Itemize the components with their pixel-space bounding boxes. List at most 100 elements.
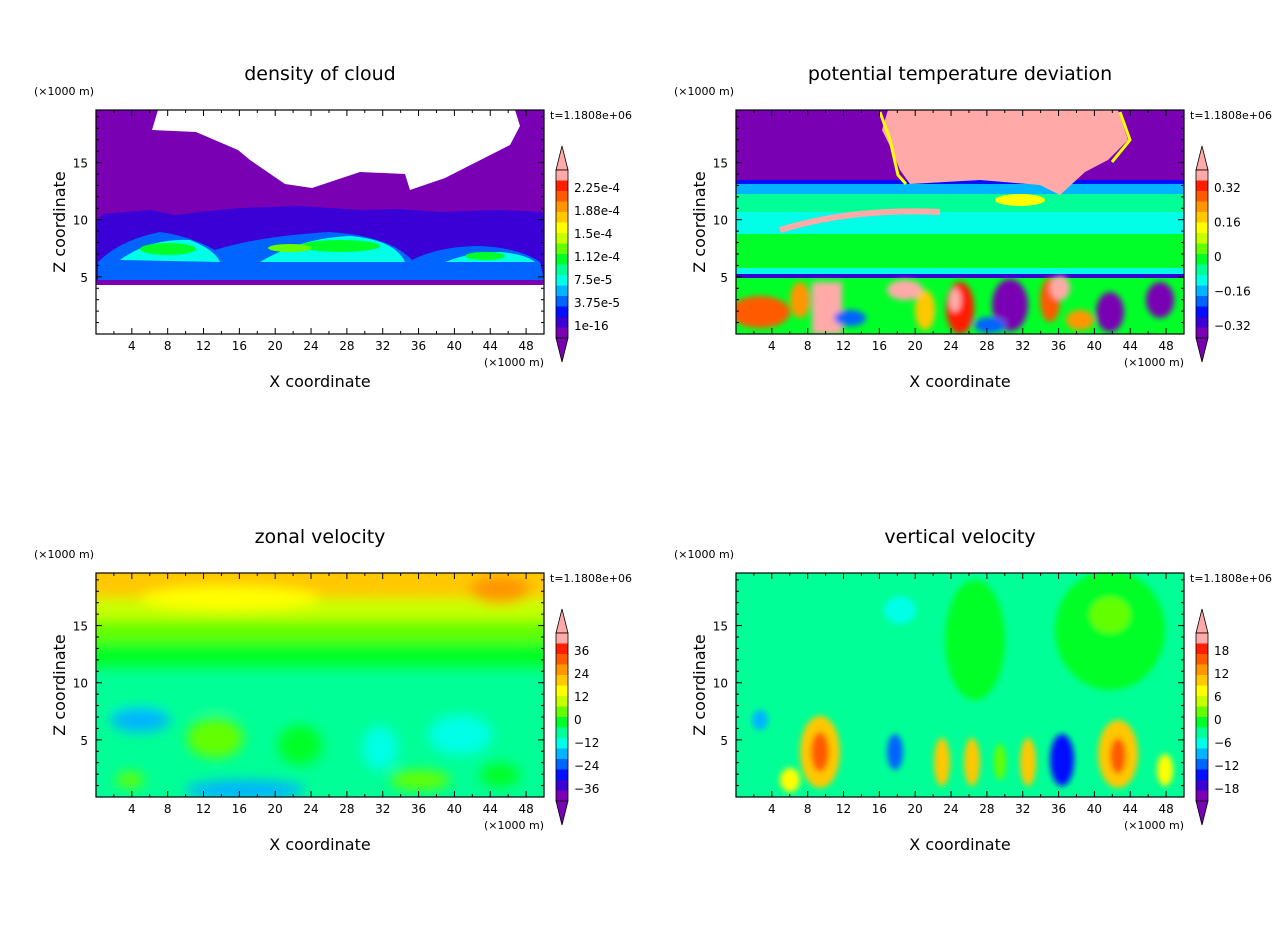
colorbar-segment bbox=[1196, 306, 1208, 318]
x-tick-label: 24 bbox=[303, 802, 318, 816]
colorbar-tick-label: 0 bbox=[1214, 713, 1222, 727]
x-units-label: (×1000 m) bbox=[1124, 819, 1184, 832]
colorbar-segment bbox=[556, 643, 568, 655]
colorbar-segment bbox=[1196, 254, 1208, 265]
colorbar-segment bbox=[556, 327, 568, 339]
x-tick-label: 20 bbox=[908, 802, 923, 816]
x-units-label: (×1000 m) bbox=[484, 819, 544, 832]
colorbar-max-arrow bbox=[1195, 145, 1209, 171]
x-tick-label: 40 bbox=[1087, 339, 1102, 353]
colorbar-segment bbox=[556, 759, 568, 770]
x-tick-label: 40 bbox=[447, 802, 462, 816]
x-tick-label: 48 bbox=[518, 802, 533, 816]
colorbar-segment bbox=[556, 285, 568, 297]
colorbar-segment bbox=[556, 306, 568, 318]
y-units-label: (×1000 m) bbox=[34, 548, 94, 561]
colorbar: 2.25e-4 1.88e-4 1.5e-4 1.12e-4 7.5e-5 3.75e-5… bbox=[555, 145, 620, 363]
y-axis-label: Z coordinate bbox=[690, 171, 709, 272]
colorbar-segment bbox=[1196, 685, 1208, 697]
x-tick-label: 32 bbox=[375, 339, 390, 353]
colorbar-segment bbox=[556, 696, 568, 707]
heatmap-field bbox=[736, 573, 1184, 797]
x-tick-label: 8 bbox=[164, 802, 172, 816]
colorbar-segment bbox=[556, 170, 568, 181]
y-tick-label: 15 bbox=[73, 620, 88, 634]
x-tick-label: 32 bbox=[1015, 339, 1030, 353]
colorbar-segment bbox=[556, 201, 568, 213]
colorbar-segment bbox=[1196, 264, 1208, 276]
colorbar-segment bbox=[556, 254, 568, 265]
colorbar-segment bbox=[1196, 759, 1208, 770]
colorbar-segment bbox=[556, 275, 568, 286]
y-units-label: (×1000 m) bbox=[674, 548, 734, 561]
colorbar-segment bbox=[1196, 243, 1208, 255]
x-tick-label: 36 bbox=[1051, 802, 1066, 816]
x-axis-label: X coordinate bbox=[909, 372, 1010, 391]
time-label: t=1.1808e+06 bbox=[1190, 572, 1272, 585]
x-tick-label: 28 bbox=[339, 802, 354, 816]
colorbar-tick-label: 12 bbox=[574, 690, 589, 704]
colorbar-tick-label: 1.5e-4 bbox=[574, 227, 612, 241]
y-tick-label: 5 bbox=[80, 271, 88, 285]
colorbar-tick-label: 12 bbox=[1214, 667, 1229, 681]
y-axis-label: Z coordinate bbox=[690, 634, 709, 735]
x-tick-label: 36 bbox=[1051, 339, 1066, 353]
colorbar-segment bbox=[556, 222, 568, 234]
x-axis-label: X coordinate bbox=[909, 835, 1010, 854]
x-tick-label: 24 bbox=[943, 802, 958, 816]
colorbar-segment bbox=[1196, 654, 1208, 665]
x-tick-label: 16 bbox=[232, 339, 247, 353]
colorbar-tick-label: 7.5e-5 bbox=[574, 273, 612, 287]
x-tick-label: 16 bbox=[232, 802, 247, 816]
colorbar-min-arrow bbox=[555, 800, 569, 826]
colorbar: 0.32 0.16 0 −0.16 −0.32 bbox=[1195, 145, 1251, 363]
x-tick-label: 12 bbox=[836, 339, 851, 353]
y-tick-label: 5 bbox=[720, 734, 728, 748]
colorbar-segment bbox=[556, 780, 568, 791]
colorbar-segment bbox=[556, 212, 568, 223]
x-tick-label: 40 bbox=[447, 339, 462, 353]
y-units-label: (×1000 m) bbox=[34, 85, 94, 98]
x-tick-label: 32 bbox=[375, 802, 390, 816]
x-tick-label: 12 bbox=[196, 802, 211, 816]
x-tick-label: 20 bbox=[908, 339, 923, 353]
x-tick-label: 48 bbox=[518, 339, 533, 353]
x-tick-label: 12 bbox=[196, 339, 211, 353]
colorbar-segment bbox=[556, 233, 568, 244]
x-tick-label: 8 bbox=[164, 339, 172, 353]
colorbar-max-arrow bbox=[555, 608, 569, 634]
x-tick-label: 48 bbox=[1158, 802, 1173, 816]
x-tick-label: 40 bbox=[1087, 802, 1102, 816]
y-tick-label: 5 bbox=[720, 271, 728, 285]
colorbar-tick-label: 3.75e-5 bbox=[574, 296, 620, 310]
heatmap-field bbox=[96, 110, 544, 334]
x-tick-label: 16 bbox=[872, 802, 887, 816]
colorbar-segment bbox=[1196, 212, 1208, 223]
x-tick-label: 36 bbox=[411, 802, 426, 816]
colorbar-tick-label: 6 bbox=[1214, 690, 1222, 704]
colorbar-segment bbox=[556, 296, 568, 307]
x-tick-label: 4 bbox=[768, 339, 776, 353]
colorbar-tick-label: 1e-16 bbox=[574, 319, 609, 333]
time-label: t=1.1808e+06 bbox=[1190, 109, 1272, 122]
time-label: t=1.1808e+06 bbox=[550, 572, 632, 585]
panel-title: potential temperature deviation bbox=[808, 63, 1112, 85]
colorbar-segment bbox=[556, 664, 568, 676]
panel-potential-temperature-deviation: potential temperature deviation (×1000 m… bbox=[674, 63, 1272, 391]
colorbar-segment bbox=[556, 748, 568, 760]
colorbar-segment bbox=[1196, 275, 1208, 286]
colorbar-tick-label: −36 bbox=[574, 782, 599, 796]
colorbar-segment bbox=[556, 191, 568, 202]
colorbar-tick-label: −6 bbox=[1214, 736, 1232, 750]
heatmap-field bbox=[96, 573, 544, 797]
colorbar-segment bbox=[556, 738, 568, 749]
colorbar-segment bbox=[1196, 191, 1208, 202]
colorbar-max-arrow bbox=[1195, 608, 1209, 634]
time-label: t=1.1808e+06 bbox=[550, 109, 632, 122]
colorbar-max-arrow bbox=[555, 145, 569, 171]
colorbar-tick-label: −24 bbox=[574, 759, 599, 773]
x-tick-label: 28 bbox=[339, 339, 354, 353]
x-tick-label: 48 bbox=[1158, 339, 1173, 353]
